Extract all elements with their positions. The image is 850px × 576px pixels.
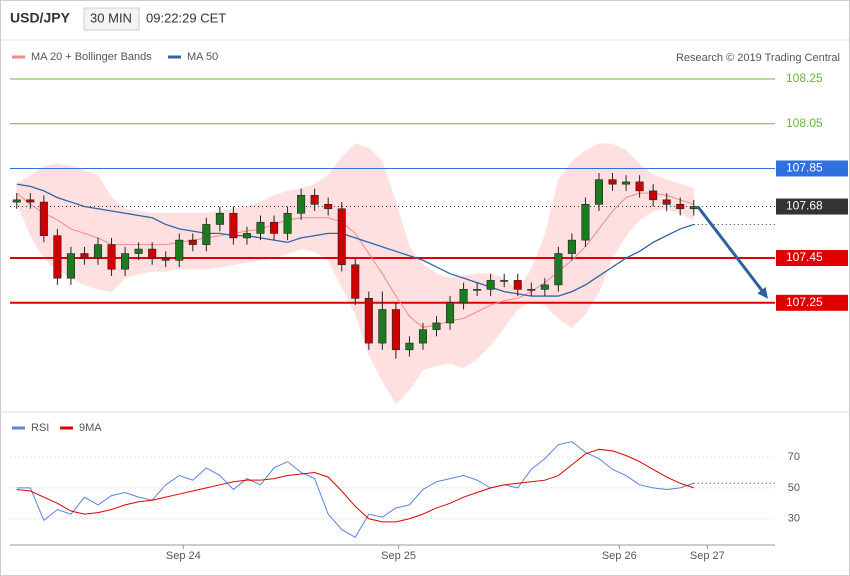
level-label: 107.25 xyxy=(786,295,823,309)
forecast-arrow xyxy=(696,205,765,293)
source: Research © 2019 Trading Central xyxy=(676,52,840,64)
candle-body xyxy=(418,329,427,344)
bollinger-band xyxy=(138,210,153,275)
y-tick-label: 50 xyxy=(788,482,800,494)
candle-body xyxy=(39,201,48,236)
candle-body xyxy=(297,195,306,214)
candle-body xyxy=(500,280,509,282)
x-tick-label: Sep 26 xyxy=(602,550,637,562)
level-label: 108.05 xyxy=(786,116,823,130)
interval: 30 MIN xyxy=(90,10,132,25)
candle-body xyxy=(689,206,698,210)
candle-body xyxy=(242,233,251,239)
forecast-arrow-head xyxy=(757,287,768,299)
time: 09:22:29 CET xyxy=(146,10,226,25)
candle-body xyxy=(93,244,103,259)
candle-body xyxy=(567,239,576,254)
candle-body xyxy=(432,322,441,330)
level-label: 107.85 xyxy=(786,161,823,175)
level-label-box xyxy=(776,250,848,267)
candle-body xyxy=(53,235,62,279)
candle-body xyxy=(229,212,238,239)
level-label-box xyxy=(776,160,848,177)
candle-body xyxy=(202,224,211,245)
y-tick-label: 70 xyxy=(788,451,800,463)
candle-body xyxy=(527,289,536,291)
level-label: 108.25 xyxy=(786,71,823,85)
candle-body xyxy=(608,179,617,185)
candle-body xyxy=(175,239,184,261)
symbol: USD/JPY xyxy=(10,10,71,26)
candle-body xyxy=(594,179,604,205)
candle-body xyxy=(107,244,116,270)
candle-body xyxy=(581,204,590,241)
candle-body xyxy=(337,208,346,266)
candle-body xyxy=(446,302,455,324)
x-tick-label: Sep 27 xyxy=(690,550,725,562)
candle-body xyxy=(473,289,482,291)
bollinger-band xyxy=(151,212,167,272)
candle-body xyxy=(486,280,495,290)
candle-body xyxy=(12,199,21,203)
series-line xyxy=(16,192,694,328)
candle-body xyxy=(405,342,414,351)
candle-body xyxy=(351,264,360,299)
candle-body xyxy=(283,212,292,234)
x-tick-label: Sep 25 xyxy=(381,550,416,562)
candle-body xyxy=(635,181,644,192)
bollinger-band xyxy=(382,161,397,405)
interval-box xyxy=(83,7,140,31)
candle-body xyxy=(134,248,143,254)
candle-body xyxy=(649,190,658,201)
candle-body xyxy=(270,221,279,234)
candle-body xyxy=(324,204,333,210)
bollinger-band xyxy=(463,273,478,369)
candle-body xyxy=(513,280,522,290)
candle-body xyxy=(310,195,319,205)
candle-body xyxy=(378,309,387,344)
candle-body xyxy=(188,239,197,245)
level-label: 107.45 xyxy=(786,250,823,264)
candle-body xyxy=(391,309,400,351)
level-label-box xyxy=(776,198,848,215)
candle-body xyxy=(554,253,563,286)
series-line xyxy=(16,183,694,297)
bollinger-band xyxy=(422,264,437,371)
candle-body xyxy=(256,221,265,234)
candle-body xyxy=(622,181,631,185)
series-line xyxy=(16,441,694,538)
candle-body xyxy=(80,253,89,259)
level-label: 107.68 xyxy=(786,199,823,213)
legend-label: RSI xyxy=(31,422,49,434)
candle-body xyxy=(676,204,685,210)
legend-label: 9MA xyxy=(79,422,102,434)
bollinger-band xyxy=(84,170,99,290)
candle-body xyxy=(161,257,170,261)
x-tick-label: Sep 24 xyxy=(166,550,201,562)
series-line xyxy=(16,448,694,523)
candle-body xyxy=(148,248,157,259)
legend-label: MA 50 xyxy=(187,51,218,63)
level-label-box xyxy=(776,294,848,311)
candle-body xyxy=(121,253,130,270)
y-tick-label: 30 xyxy=(788,513,800,525)
bollinger-band xyxy=(368,147,383,382)
candle-body xyxy=(540,284,549,290)
candle-body xyxy=(26,199,35,203)
candle-body xyxy=(66,253,75,279)
legend-label: MA 20 + Bollinger Bands xyxy=(31,51,152,63)
candle-body xyxy=(662,199,671,205)
candle-body xyxy=(215,212,224,225)
candle-body xyxy=(364,298,373,344)
candle-body xyxy=(459,289,468,304)
